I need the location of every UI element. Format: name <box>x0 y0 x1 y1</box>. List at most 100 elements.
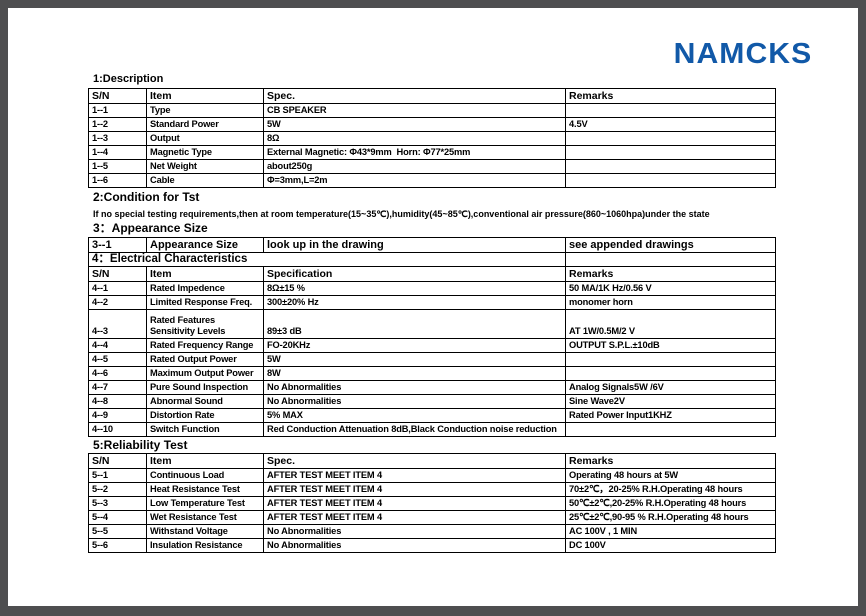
col-header-spec: Spec. <box>263 88 566 104</box>
col-header-item: Item <box>146 453 264 469</box>
cell-spec: AFTER TEST MEET ITEM 4 <box>263 482 566 497</box>
cell-sn: 4--4 <box>88 338 147 353</box>
cell-sn: 5--6 <box>88 538 147 553</box>
cell-sn: 1--4 <box>88 145 147 160</box>
col-header-remarks: Remarks <box>565 88 776 104</box>
cell-sn: 1--6 <box>88 173 147 188</box>
cell-spec: No Abnormalities <box>263 394 566 409</box>
cell-spec: 8Ω <box>263 131 566 146</box>
table-row: 5--4 Wet Resistance Test AFTER TEST MEET… <box>88 510 776 525</box>
test-condition-note: If no special testing requirements,then … <box>93 209 710 219</box>
cell-spec: No Abnormalities <box>263 538 566 553</box>
cell-sn: 1--2 <box>88 117 147 132</box>
cell-spec: 8W <box>263 366 566 381</box>
cell-spec: about250g <box>263 159 566 174</box>
cell-remarks: 50℃±2℃,20-25% R.H.Operating 48 hours <box>565 496 776 511</box>
cell-spec: look up in the drawing <box>263 237 566 253</box>
cell-sn: 5--4 <box>88 510 147 525</box>
cell-sn: 1--3 <box>88 131 147 146</box>
cell-spec: 5W <box>263 117 566 132</box>
cell-item: Limited Response Freq. <box>146 295 264 310</box>
table-row: 1--5 Net Weight about250g <box>88 159 776 174</box>
cell-item: Output <box>146 131 264 146</box>
cell-spec: 89±3 dB <box>263 309 566 339</box>
table-row: 5--6 Insulation Resistance No Abnormalit… <box>88 538 776 553</box>
cell-item: Withstand Voltage <box>146 524 264 539</box>
col-header-sn: S/N <box>88 88 147 104</box>
cell-sn: 1--5 <box>88 159 147 174</box>
table-row: 1--6 Cable Φ=3mm,L=2m <box>88 173 776 188</box>
cell-sn: 4--9 <box>88 408 147 423</box>
table-row: 5--2 Heat Resistance Test AFTER TEST MEE… <box>88 482 776 497</box>
cell-remarks: 25℃±2℃,90-95 % R.H.Operating 48 hours <box>565 510 776 525</box>
cell-remarks: Analog Signals5W /6V <box>565 380 776 395</box>
cell-spec: AFTER TEST MEET ITEM 4 <box>263 468 566 483</box>
reliability-table: S/N Item Spec. Remarks 5--1 Continuous L… <box>88 453 776 553</box>
cell-spec: 5% MAX <box>263 408 566 423</box>
cell-remarks: Rated Power Input1KHZ <box>565 408 776 423</box>
cell-remarks: Operating 48 hours at 5W <box>565 468 776 483</box>
cell-spec: External Magnetic: Φ43*9mm Horn: Φ77*25m… <box>263 145 566 160</box>
table-row: 4--9 Distortion Rate 5% MAX Rated Power … <box>88 408 776 423</box>
section1-heading: 1:Description <box>93 73 164 85</box>
col-header-remarks: Remarks <box>565 453 776 469</box>
cell-remarks: 70±2℃，20-25% R.H.Operating 48 hours <box>565 482 776 497</box>
cell-item: Rated Output Power <box>146 352 264 367</box>
cell-sn: 3--1 <box>88 237 147 253</box>
cell-spec: AFTER TEST MEET ITEM 4 <box>263 510 566 525</box>
cell-item: Net Weight <box>146 159 264 174</box>
col-header-sn: S/N <box>88 453 147 469</box>
col-header-item: Item <box>146 88 264 104</box>
cell-sn: 4--3 <box>88 309 147 339</box>
cell-item: Standard Power <box>146 117 264 132</box>
cell-item: Type <box>146 103 264 118</box>
appearance-electrical-table: 3--1 Appearance Size look up in the draw… <box>88 237 776 437</box>
table-row: 1--1 Type CB SPEAKER <box>88 103 776 118</box>
table-header-row: S/N Item Spec. Remarks <box>88 453 776 469</box>
cell-remarks: monomer horn <box>565 295 776 310</box>
cell-spec: Φ=3mm,L=2m <box>263 173 566 188</box>
cell-remarks <box>565 159 776 174</box>
cell-sn: 4--8 <box>88 394 147 409</box>
table-row: 1--3 Output 8Ω <box>88 131 776 146</box>
table-row: 5--3 Low Temperature Test AFTER TEST MEE… <box>88 496 776 511</box>
cell-remarks <box>565 145 776 160</box>
cell-item: Appearance Size <box>146 237 264 253</box>
cell-sn: 4--7 <box>88 380 147 395</box>
cell-remarks: OUTPUT S.P.L.±10dB <box>565 338 776 353</box>
cell-sn: 1--1 <box>88 103 147 118</box>
cell-spec: No Abnormalities <box>263 380 566 395</box>
cell-remarks <box>565 366 776 381</box>
cell-remarks: 4.5V <box>565 117 776 132</box>
cell-sn: 5--2 <box>88 482 147 497</box>
cell-item: Heat Resistance Test <box>146 482 264 497</box>
document-page: NAMCKS 1:Description S/N Item Spec. Rema… <box>8 8 858 606</box>
col-header-remarks: Remarks <box>565 266 776 282</box>
table-row: 4--8 Abnormal Sound No Abnormalities Sin… <box>88 394 776 409</box>
section2-heading: 2:Condition for Tst <box>93 190 200 204</box>
cell-remarks: see appended drawings <box>565 237 776 253</box>
cell-item: Abnormal Sound <box>146 394 264 409</box>
table-header-row: S/N Item Spec. Remarks <box>88 88 776 104</box>
table-row: 4--1 Rated Impedence 8Ω±15 % 50 MA/1K Hz… <box>88 281 776 296</box>
col-header-spec: Spec. <box>263 453 566 469</box>
table-row: 4--2 Limited Response Freq. 300±20% Hz m… <box>88 295 776 310</box>
cell-item: Distortion Rate <box>146 408 264 423</box>
cell-remarks: 50 MA/1K Hz/0.56 V <box>565 281 776 296</box>
cell-sn: 5--5 <box>88 524 147 539</box>
table-row: 1--2 Standard Power 5W 4.5V <box>88 117 776 132</box>
cell-remarks: Sine Wave2V <box>565 394 776 409</box>
col-header-item: Item <box>146 266 264 282</box>
cell-remarks: AT 1W/0.5M/2 V <box>565 309 776 339</box>
cell-item: Rated Features Sensitivity Levels <box>146 309 264 339</box>
cell-remarks <box>565 252 776 267</box>
table-row: 4--5 Rated Output Power 5W <box>88 352 776 367</box>
table-row: 3--1 Appearance Size look up in the draw… <box>88 237 776 253</box>
table-row: 1--4 Magnetic Type External Magnetic: Φ4… <box>88 145 776 160</box>
table-row: 4--4 Rated Frequency Range FO-20KHz OUTP… <box>88 338 776 353</box>
cell-spec: 300±20% Hz <box>263 295 566 310</box>
col-header-sn: S/N <box>88 266 147 282</box>
cell-remarks <box>565 352 776 367</box>
cell-remarks <box>565 422 776 437</box>
